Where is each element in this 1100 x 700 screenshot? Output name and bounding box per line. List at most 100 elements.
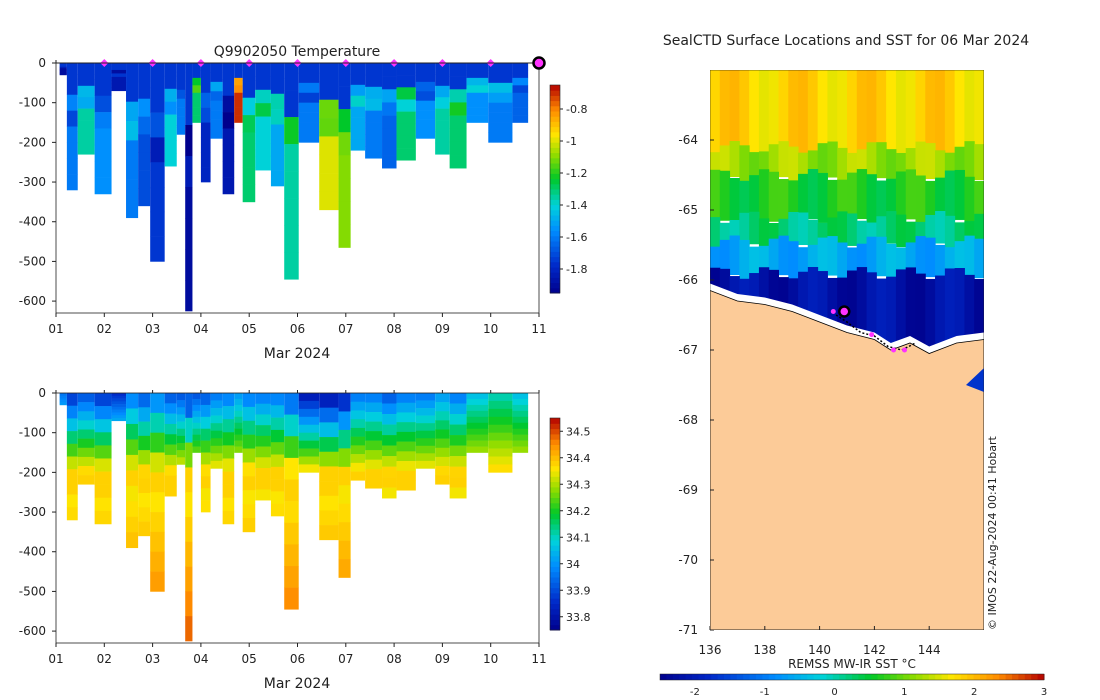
salinity-cell [66,393,78,406]
y-tick-label: -200 [19,465,46,479]
temperature-cell [512,77,529,86]
temperature-cell [396,148,416,161]
salinity-cell [176,400,186,408]
colorbar-swatch [550,256,560,263]
temperature-cell [415,91,436,101]
colorbar-swatch [550,529,560,536]
map-credit: © IMOS 22-Aug-2024 00:41 Hobart [986,436,999,630]
salinity-cell [284,414,299,437]
temperature-cell [512,92,529,101]
temperature-cell [396,87,416,100]
salinity-cell [396,480,416,491]
salinity-cell [59,396,67,399]
salinity-cell [350,436,366,446]
salinity-cell [512,398,529,406]
temperature-cell [66,158,78,175]
sst-colorbar-swatch [768,674,776,680]
sst-cell [729,177,740,228]
y-tick-label: -600 [19,294,46,308]
sst-cell [866,174,877,225]
salinity-cell [77,393,95,403]
salinity-cell [338,429,351,449]
temperature-cell [338,109,351,133]
salinity-cell [435,447,450,458]
temperature-cell [234,100,243,108]
colorbar-frame [549,84,561,294]
colorbar-swatch [550,111,560,117]
salinity-cell [66,443,78,457]
temperature-cell [192,85,201,94]
temperature-cell [200,107,211,123]
salinity-cell [365,478,383,489]
sst-cell [886,149,897,186]
salinity-cell [77,466,95,476]
salinity-x-label: Mar 2024 [264,676,331,692]
temperature-cell [59,73,67,76]
land-polygon [710,290,984,630]
sst-cell [905,221,916,255]
salinity-cell [319,407,339,423]
x-tick-label: 06 [290,322,305,336]
salinity-cell [150,472,165,493]
salinity-cell [298,456,320,465]
colorbar-tick-label: 33.9 [566,584,591,597]
salinity-cell [176,428,186,437]
sst-cell [778,179,789,230]
sst-cell [758,169,770,220]
sst-colorbar-swatch [916,674,923,680]
colorbar-swatch [550,481,560,488]
sst-cell [798,247,809,287]
sst-colorbar-swatch [679,674,687,680]
colorbar-swatch [550,85,560,91]
temperature-cell [164,88,177,102]
y-tick-label: -100 [19,426,46,440]
salinity-cell [111,409,127,413]
colorbar-swatch [550,534,560,541]
temperature-cell [126,63,139,83]
salinity-cell [298,432,320,441]
salinity-cell [234,428,243,435]
sst-cell [876,278,887,364]
colorbar-swatch [550,449,560,456]
salinity-cell [150,432,165,453]
salinity-cell [234,404,243,412]
salinity-cell [126,439,139,456]
salinity-cell [77,456,95,467]
sst-cell [905,169,916,220]
temperature-cell [210,119,223,130]
salinity-cell [298,393,320,402]
sst-cell [935,211,946,244]
salinity-cell [338,485,351,505]
colorbar-swatch [550,471,560,477]
salinity-y-axis: 0 -100 -200 -300 -400 -500 -600 [19,386,56,638]
salinity-cell [192,434,201,441]
sst-cell [798,152,809,189]
temperature-cell [365,86,383,100]
sst-cell [817,70,828,155]
colorbar-swatch [550,444,560,451]
temperature-cell [338,86,351,110]
salinity-cell [192,393,201,400]
temperature-cell [382,155,397,169]
temperature-cell [435,97,450,109]
sst-cell [739,239,750,280]
salinity-cell [138,507,151,522]
salinity-cell [210,438,223,447]
sst-colorbar-tick-label: -1 [760,687,770,698]
sst-cell [866,272,877,358]
salinity-cell [466,434,489,441]
salinity-cell [126,408,139,425]
colorbar-swatch [550,220,560,226]
temperature-cell [59,65,67,68]
salinity-cell [192,410,201,418]
salinity-cell [255,446,271,458]
temperature-cell [176,80,186,91]
salinity-cell [77,429,95,439]
salinity-cell [338,522,351,541]
temperature-cell [200,92,211,108]
sst-cell [739,180,750,231]
temperature-cell [350,73,366,86]
temperature-cell [284,252,299,280]
sst-colorbar-swatch [999,674,1007,680]
temperature-cell [234,77,243,86]
